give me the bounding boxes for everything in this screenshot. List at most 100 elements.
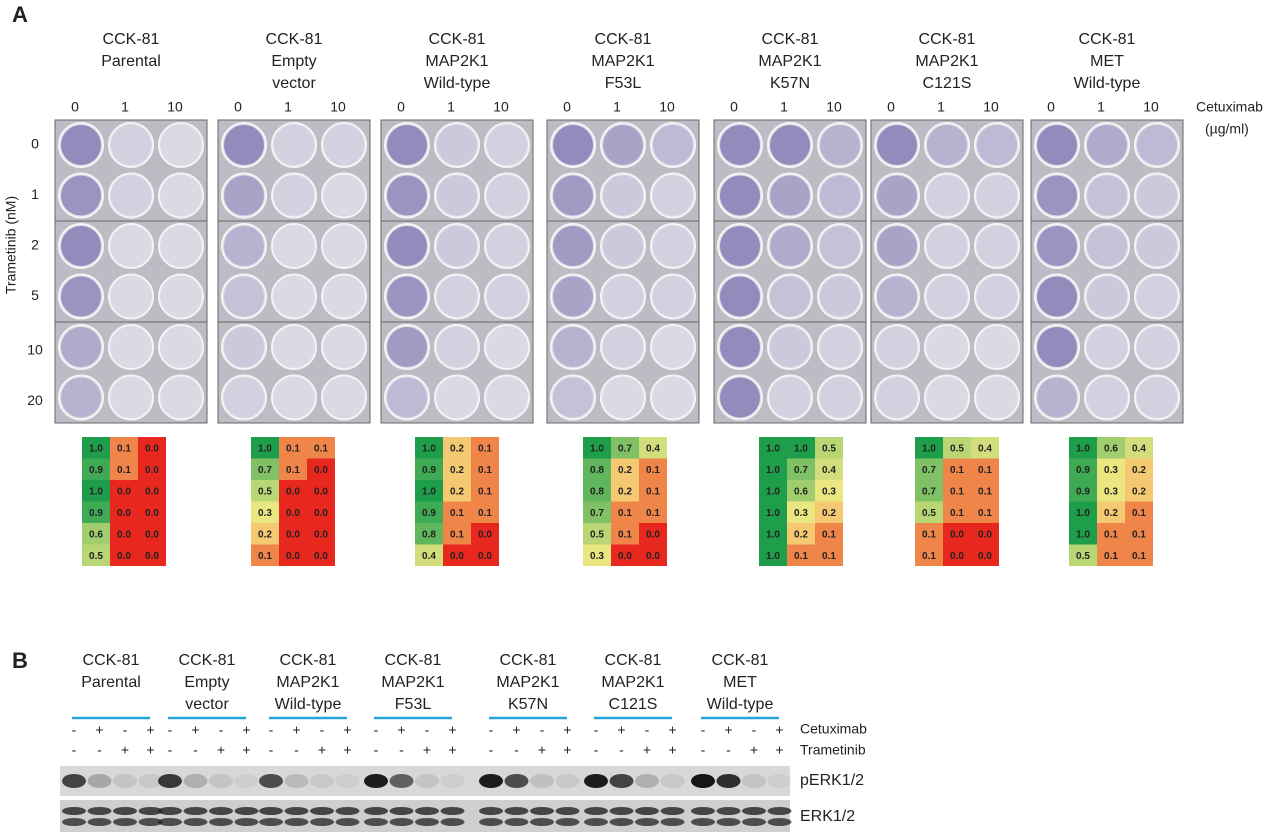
well-stain <box>1137 175 1177 216</box>
cetuximab-dose: 0 <box>730 99 738 115</box>
heatmap-cell <box>82 480 110 502</box>
trametinib-sign: - <box>619 742 624 758</box>
heatmap-cell <box>583 523 611 545</box>
well <box>1084 172 1130 219</box>
panel-title: CCK-81 <box>103 31 160 48</box>
well <box>1034 172 1080 219</box>
well-stain <box>61 175 101 216</box>
well-stain <box>224 377 264 418</box>
heatmap-value: 0.8 <box>590 486 604 497</box>
heatmap-cell <box>110 480 138 502</box>
plate-photo <box>54 119 208 424</box>
well <box>650 273 696 320</box>
heatmap-cell <box>138 480 166 502</box>
erk-band <box>440 807 465 815</box>
well-stain <box>820 125 860 165</box>
well-stain <box>1087 125 1127 165</box>
well <box>384 273 430 320</box>
cetuximab-dose: 10 <box>167 99 183 115</box>
heatmap-value: 1.0 <box>422 443 436 454</box>
heatmap-cell <box>1069 501 1097 523</box>
well <box>108 273 154 320</box>
heatmap-cell <box>82 523 110 545</box>
heatmap-cell <box>279 458 307 480</box>
heatmap-value: 0.9 <box>1076 465 1090 476</box>
heatmap-value: 0.9 <box>89 508 103 519</box>
trametinib-dose: 20 <box>27 392 43 408</box>
panel-title: Empty <box>271 53 316 70</box>
well-stain <box>437 327 477 367</box>
heatmap-cell <box>138 458 166 480</box>
heatmap-value: 0.0 <box>618 551 632 562</box>
heatmap-cell <box>415 501 443 523</box>
well-stain <box>111 175 151 216</box>
panel-label: B <box>12 648 28 673</box>
well-stain <box>61 377 101 418</box>
heatmap-cell <box>82 501 110 523</box>
heatmap-cell <box>971 544 999 566</box>
heatmap-value: 1.0 <box>766 529 780 540</box>
erk-band <box>530 807 554 815</box>
heatmap-cell <box>915 458 943 480</box>
trametinib-sign: - <box>193 742 198 758</box>
erk-band <box>660 807 685 815</box>
panel-label: A <box>12 2 28 27</box>
erk-band <box>742 818 766 826</box>
perk-band <box>87 774 112 788</box>
heatmap-value: 0.2 <box>618 486 632 497</box>
cetuximab-sign: + <box>343 722 351 738</box>
erk-band <box>530 818 554 826</box>
well <box>108 122 154 168</box>
heatmap-cell <box>583 501 611 523</box>
well-stain <box>274 226 314 266</box>
cetuximab-sign: + <box>292 722 300 738</box>
well <box>974 122 1020 168</box>
heatmap-cell <box>1069 544 1097 566</box>
heatmap-cell <box>943 437 971 459</box>
well-stain <box>553 175 593 216</box>
erk-band <box>389 807 414 815</box>
perk-band <box>742 774 766 788</box>
well <box>650 223 696 269</box>
heatmap-value: 0.5 <box>950 443 964 454</box>
group-title: MAP2K1 <box>601 674 664 691</box>
heatmap-value: 0.0 <box>978 529 992 540</box>
cetuximab-sign: - <box>701 722 706 738</box>
well <box>874 122 920 168</box>
heatmap-value: 0.8 <box>590 465 604 476</box>
well-stain <box>603 125 643 165</box>
cetuximab-sign: + <box>668 722 676 738</box>
erk-band <box>767 818 792 826</box>
cetuximab-sign: - <box>540 722 545 738</box>
heatmap-value: 0.1 <box>950 508 964 519</box>
group-title: CCK-81 <box>500 652 557 669</box>
well <box>221 273 267 320</box>
erk-band <box>716 807 741 815</box>
well <box>550 122 596 168</box>
well <box>767 223 813 269</box>
panel-title: Parental <box>101 53 161 70</box>
perk-band <box>389 774 414 788</box>
erk-band <box>364 807 388 815</box>
heatmap-value: 0.9 <box>1076 486 1090 497</box>
well <box>384 324 430 370</box>
trametinib-sign: - <box>726 742 731 758</box>
trametinib-sign: - <box>269 742 274 758</box>
heatmap-cell <box>971 501 999 523</box>
well-stain <box>111 327 151 367</box>
well-stain <box>437 125 477 165</box>
cetuximab-sign: + <box>95 722 103 738</box>
heatmap-value: 0.2 <box>618 465 632 476</box>
heatmap-value: 0.1 <box>286 465 300 476</box>
erk-band <box>62 818 86 826</box>
heatmap-value: 0.1 <box>646 465 660 476</box>
well-stain <box>1087 377 1127 418</box>
trametinib-dose: 0 <box>31 136 39 152</box>
heatmap-value: 0.1 <box>618 508 632 519</box>
group-title: CCK-81 <box>605 652 662 669</box>
heatmap-value: 0.1 <box>1132 529 1146 540</box>
heatmap-value: 1.0 <box>766 486 780 497</box>
group-title: K57N <box>508 696 548 713</box>
heatmap-cell <box>1125 544 1153 566</box>
trametinib-sign: + <box>643 742 651 758</box>
